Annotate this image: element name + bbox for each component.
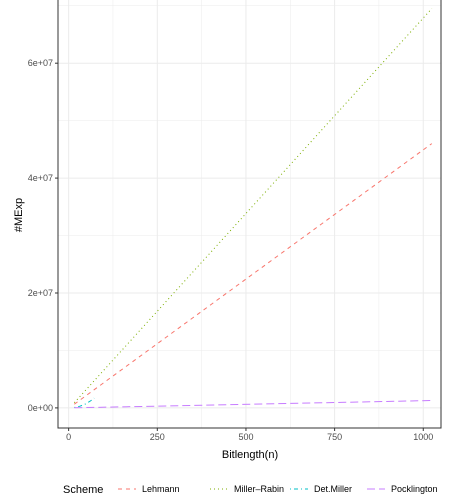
- y-tick-label: 6e+07: [28, 58, 53, 68]
- legend-title: Scheme: [63, 484, 103, 496]
- legend: Scheme Lehmann Miller–Rabin Det.Miller Pock…: [63, 484, 438, 496]
- y-tick-label: 0e+00: [28, 403, 53, 413]
- series-line-pocklington: [74, 400, 432, 409]
- series-line-lehmann: [74, 143, 433, 405]
- x-tick-label: 500: [238, 432, 253, 442]
- grid-major: [58, 0, 441, 428]
- panel-border: [57, 0, 442, 429]
- y-axis-title: #MExp: [13, 198, 25, 232]
- x-axis-title: Bitlength(n): [222, 449, 278, 461]
- y-tick-label: 4e+07: [28, 173, 53, 183]
- series-layer: [73, 8, 433, 409]
- x-tick-label: 1000: [413, 432, 433, 442]
- x-axis: 0 250 500 750 1000: [66, 428, 433, 442]
- grid-minor: [58, 0, 441, 428]
- legend-label-miller-rabin: Miller–Rabin: [234, 484, 284, 494]
- y-axis: 0e+00 2e+07 4e+07 6e+07: [28, 58, 58, 413]
- legend-label-det-miller: Det.Miller: [314, 484, 352, 494]
- series-line-miller-rabin: [73, 8, 433, 404]
- legend-label-lehmann: Lehmann: [142, 484, 180, 494]
- x-tick-label: 250: [150, 432, 165, 442]
- legend-label-pocklington: Pocklington: [391, 484, 438, 494]
- x-tick-label: 750: [327, 432, 342, 442]
- y-tick-label: 2e+07: [28, 288, 53, 298]
- series-line-det-miller: [74, 397, 95, 408]
- x-tick-label: 0: [66, 432, 71, 442]
